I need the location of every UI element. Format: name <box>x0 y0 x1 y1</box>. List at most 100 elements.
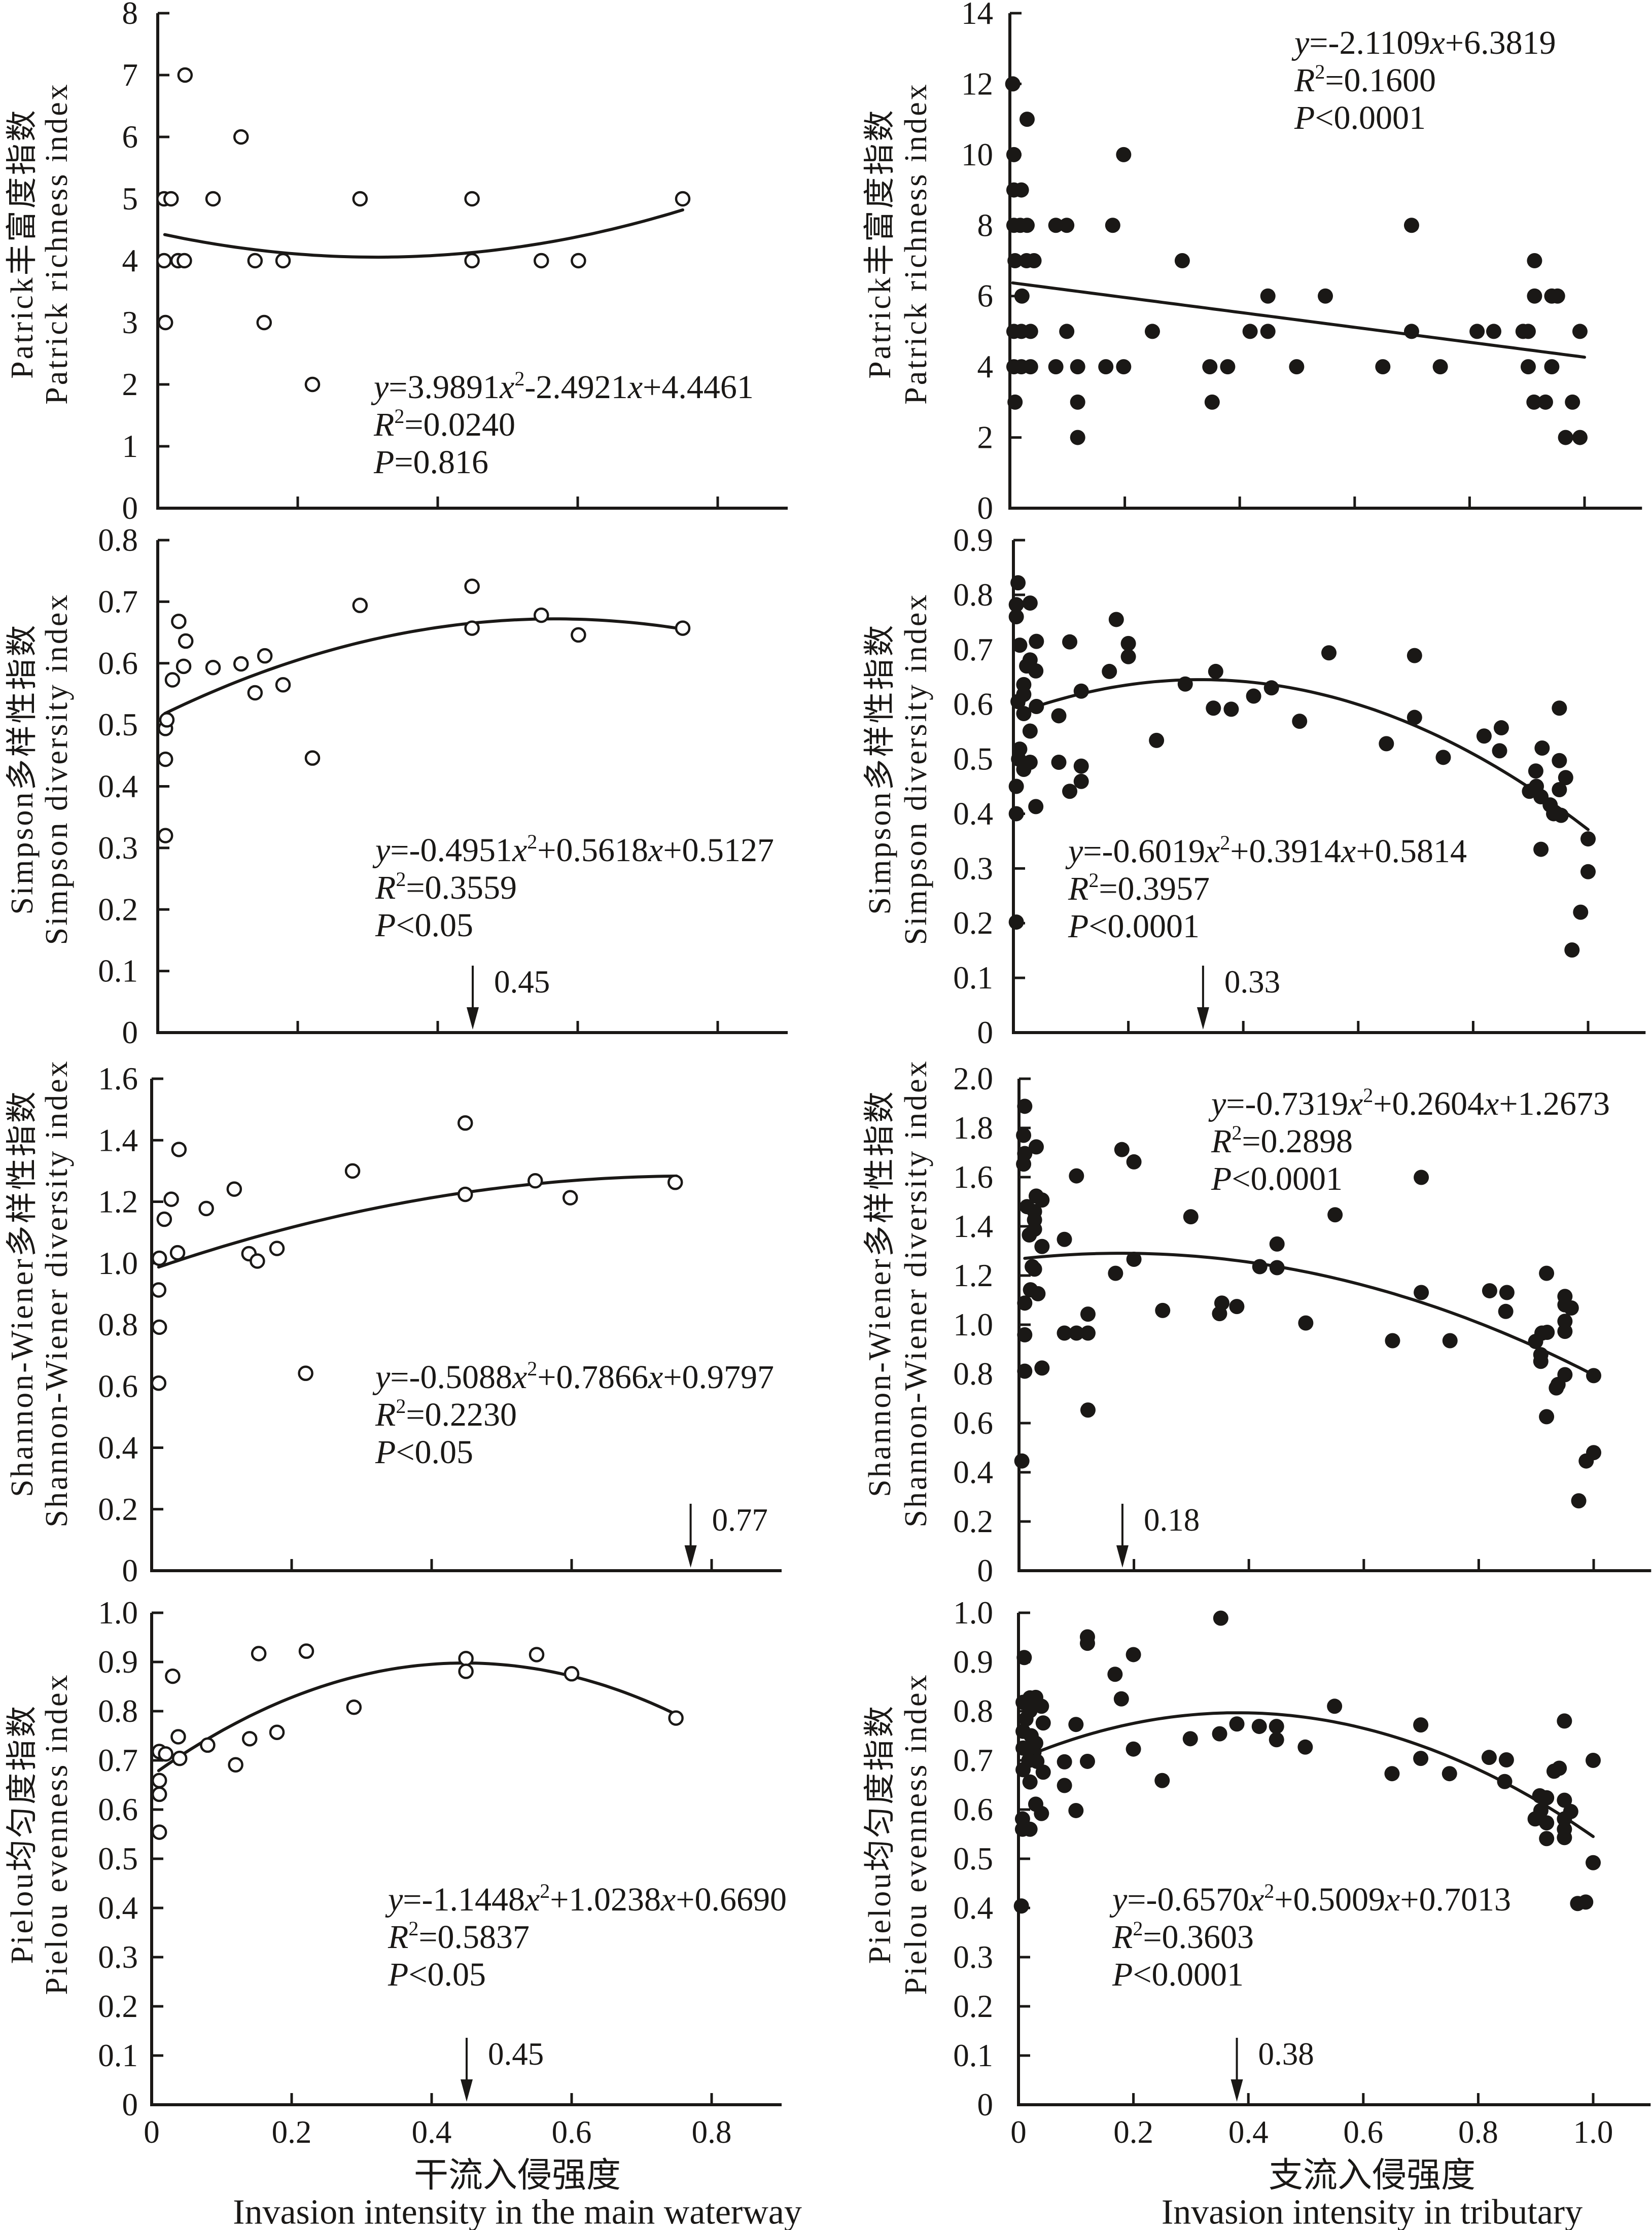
y-tick-label: 0.8 <box>98 522 138 558</box>
r-squared-label: R2=0.3957 <box>1068 869 1210 907</box>
data-point <box>1563 1300 1579 1316</box>
threshold-label: 0.45 <box>488 2036 544 2072</box>
x-tick-label: 0.2 <box>272 2114 312 2150</box>
x-tick-label: 1.0 <box>1573 2114 1613 2150</box>
data-point <box>1572 430 1588 445</box>
data-point <box>1298 1315 1314 1331</box>
fit-curve <box>1023 1252 1595 1376</box>
y-tick-label: 0.5 <box>98 707 138 742</box>
data-point <box>1018 1711 1034 1727</box>
data-point <box>1563 1803 1578 1819</box>
data-point <box>157 314 173 331</box>
data-point <box>1034 1238 1050 1254</box>
y-tick-label: 0.2 <box>953 1504 993 1539</box>
threshold-label: 0.33 <box>1224 964 1280 1000</box>
y-tick-label: 0.5 <box>953 741 993 777</box>
data-point <box>1079 1753 1095 1769</box>
y-tick-label: 1.8 <box>953 1110 993 1146</box>
data-point <box>1432 359 1448 375</box>
p-value-label: P=0.816 <box>373 444 488 481</box>
panel-patrick-main: Patrick丰富度指数 Patrick richness index 0 1 2 3 4 5… <box>5 0 788 526</box>
fit-curve <box>1011 281 1586 359</box>
data-point <box>1414 1285 1429 1300</box>
y-tick-label: 3 <box>122 305 138 340</box>
threshold-label: 0.38 <box>1258 2036 1314 2072</box>
y-tick-label: 0.6 <box>953 1792 993 1827</box>
data-point <box>1379 736 1394 752</box>
data-point <box>1010 694 1026 710</box>
data-point <box>1028 663 1044 679</box>
data-point <box>1073 773 1089 789</box>
data-point <box>226 1181 242 1197</box>
data-point <box>346 1699 362 1715</box>
y-tick-label: 0.8 <box>953 1693 993 1729</box>
data-point <box>151 1282 167 1298</box>
r-squared-label: R2=0.0240 <box>373 405 515 443</box>
data-point <box>1013 182 1029 198</box>
data-point <box>1017 1099 1033 1114</box>
data-point <box>1260 288 1276 304</box>
y-tick-label: 0 <box>977 490 994 526</box>
data-point <box>464 253 480 269</box>
regression-equation: y=-0.5088x2+0.7866x+0.9797 <box>372 1357 774 1396</box>
data-point <box>1069 1325 1084 1341</box>
y-tick-label: 1.0 <box>98 1595 138 1631</box>
r-squared-label: R2=0.2898 <box>1211 1121 1353 1160</box>
data-point <box>1533 1802 1549 1818</box>
y-tick-label: 0.6 <box>98 1368 138 1404</box>
y-tick-label: 0.1 <box>953 960 993 996</box>
regression-equation: y=-0.4951x2+0.5618x+0.5127 <box>372 830 774 869</box>
data-point <box>256 314 272 331</box>
data-point <box>1022 1821 1038 1837</box>
data-point <box>1068 1717 1084 1732</box>
y-tick-label: 0.1 <box>98 953 138 989</box>
x-tick-label: 0 <box>144 2114 160 2150</box>
data-point <box>1113 1691 1129 1707</box>
y-tick-label: 1.6 <box>98 1061 138 1096</box>
data-point <box>527 1173 543 1189</box>
data-point <box>464 191 480 207</box>
x-tick-label: 0.8 <box>1458 2114 1498 2150</box>
data-point <box>1126 1647 1141 1662</box>
data-point <box>1553 807 1569 823</box>
y-tick-label: 0 <box>122 1553 138 1588</box>
y-tick-label: 1.2 <box>98 1184 138 1220</box>
y-tick-label: 1.0 <box>98 1246 138 1281</box>
data-point <box>1102 663 1117 679</box>
data-point <box>1010 575 1026 591</box>
data-point <box>464 578 480 594</box>
threshold-label: 0.45 <box>494 964 550 1000</box>
y-tick-label: 1.4 <box>953 1209 993 1244</box>
data-point <box>1552 1760 1567 1776</box>
data-point <box>1062 784 1078 799</box>
y-tick-label: 0 <box>122 2087 138 2122</box>
data-point <box>156 253 172 269</box>
data-point <box>1014 1453 1030 1469</box>
data-point <box>1586 1368 1601 1384</box>
panel-shannon-tributary: Shannon-Wiener多样性指数 Shannon-Wiener divers… <box>863 1059 1651 1588</box>
y-tick-label: 2 <box>122 367 138 402</box>
data-point <box>1269 1236 1285 1252</box>
data-point <box>1022 1774 1038 1790</box>
data-point <box>1062 634 1078 650</box>
data-point <box>171 613 187 629</box>
data-point <box>1572 324 1588 339</box>
data-point <box>1498 1303 1514 1319</box>
data-point <box>352 191 368 207</box>
data-point <box>1252 1259 1268 1275</box>
data-point <box>1533 841 1549 857</box>
y-axis-title-en: Shannon-Wiener diversity index <box>899 1059 933 1527</box>
data-point <box>1586 1753 1601 1768</box>
data-point <box>1182 1731 1198 1747</box>
data-point <box>1016 762 1032 777</box>
data-point <box>1251 1719 1267 1735</box>
data-point <box>1070 359 1085 375</box>
data-point <box>1023 324 1038 339</box>
data-point <box>198 1200 214 1217</box>
data-point <box>163 1191 179 1207</box>
data-point <box>1208 663 1223 679</box>
regression-equation: y=-1.1448x2+1.0238x+0.6690 <box>385 1880 787 1918</box>
y-tick-label: 0.2 <box>953 905 993 941</box>
data-point <box>159 712 175 728</box>
data-point <box>562 1190 578 1206</box>
